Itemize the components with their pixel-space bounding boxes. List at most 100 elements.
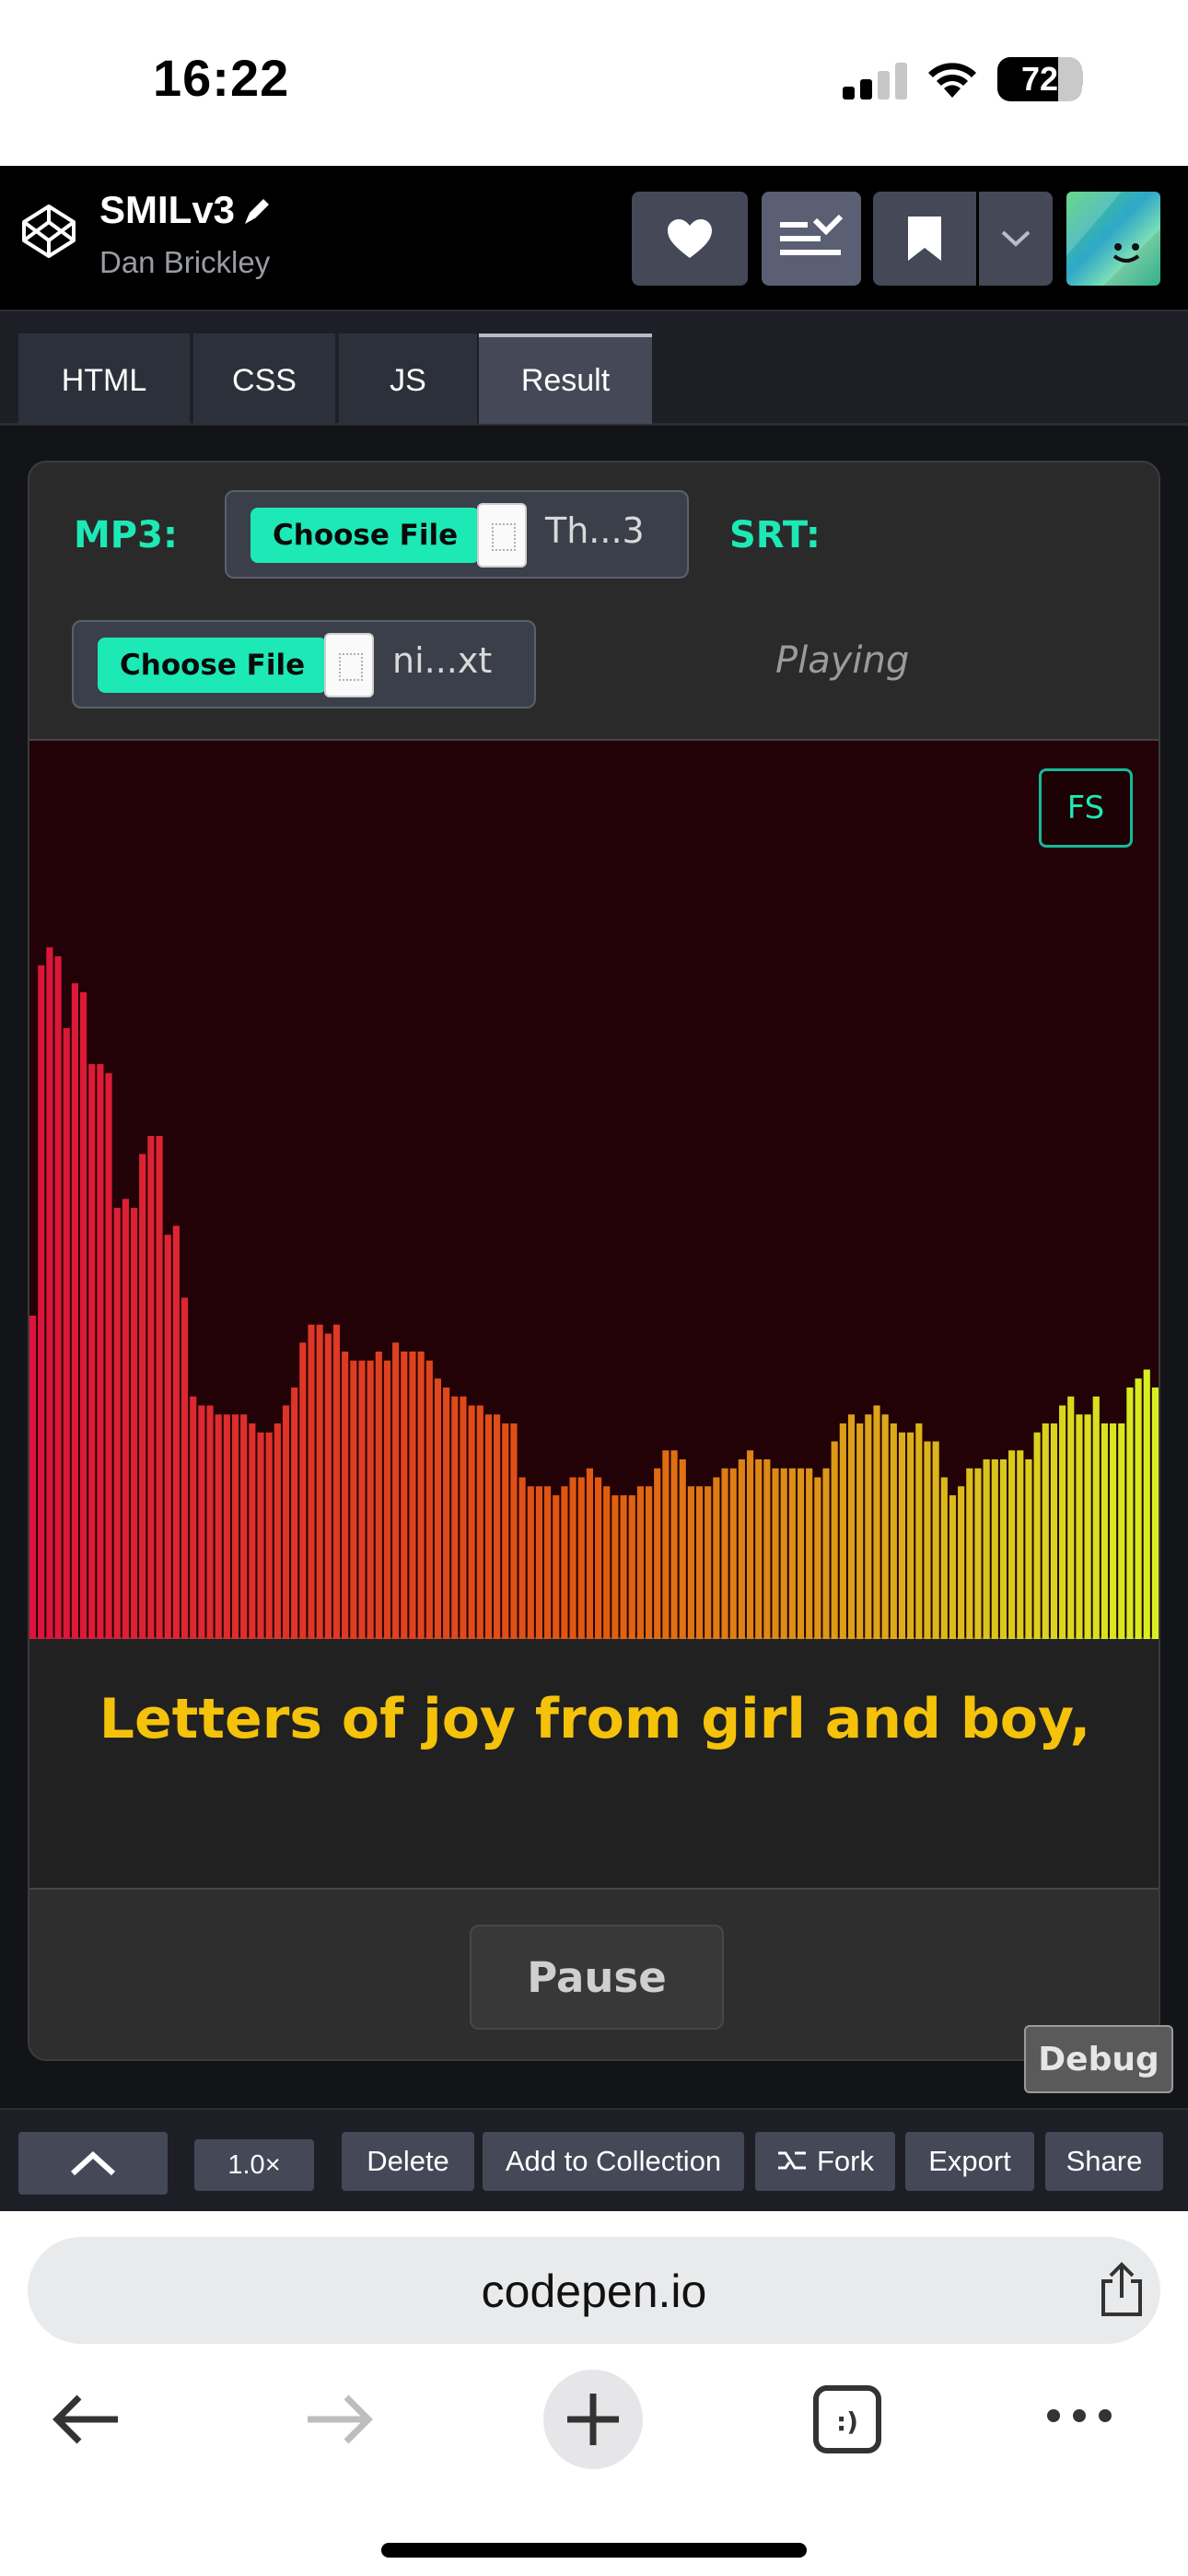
spectrum-bar (679, 1459, 686, 1639)
spectrum-bar (636, 1486, 644, 1639)
karaoke-player: MP3: Choose File Th...3 SRT: Choose File… (28, 461, 1160, 2061)
spectrum-bar (476, 1405, 483, 1639)
spectrum-bar (1008, 1450, 1016, 1639)
delete-button[interactable]: Delete (342, 2132, 474, 2191)
tab-css[interactable]: CSS (193, 334, 335, 424)
spectrum-bar (443, 1388, 450, 1639)
spectrum-bar (1033, 1432, 1041, 1639)
tab-html[interactable]: HTML (18, 334, 190, 424)
export-button[interactable]: Export (905, 2132, 1034, 2191)
share-icon[interactable] (1094, 2261, 1149, 2320)
srt-file-input[interactable]: Choose File ni...xt (72, 620, 536, 708)
spectrum-bar (544, 1486, 552, 1639)
share-button[interactable]: Share (1045, 2132, 1163, 2191)
spectrum-bar (1059, 1405, 1066, 1639)
spectrum-bar (958, 1486, 965, 1639)
more-options-button[interactable] (979, 192, 1053, 286)
more-dots-icon[interactable] (1044, 2405, 1114, 2427)
spectrum-bar (54, 956, 62, 1639)
mp3-file-input[interactable]: Choose File Th...3 (225, 490, 689, 579)
spectrum-bar (274, 1423, 281, 1639)
expand-console-button[interactable] (18, 2132, 168, 2195)
like-button[interactable] (632, 192, 748, 286)
forward-arrow-icon[interactable] (304, 2392, 374, 2447)
choose-mp3-button[interactable]: Choose File (250, 508, 481, 563)
debug-button[interactable]: Debug (1024, 2025, 1173, 2093)
bookmark-icon (908, 217, 941, 261)
spectrum-bar (881, 1414, 889, 1639)
spectrum-bar (873, 1405, 880, 1639)
spectrum-bar (156, 1136, 163, 1639)
spectrum-bar (1110, 1423, 1117, 1639)
pen-title[interactable]: SMILv3 (99, 188, 236, 231)
spectrum-bar (198, 1405, 205, 1639)
spectrum-bar (1067, 1396, 1075, 1639)
spectrum-bar (484, 1414, 493, 1639)
spectrum-bar (350, 1360, 357, 1639)
change-view-button[interactable] (762, 192, 861, 286)
pen-author[interactable]: Dan Brickley (99, 245, 271, 279)
battery-icon: 72 (997, 57, 1082, 101)
fork-button[interactable]: Fork (755, 2132, 895, 2191)
back-arrow-icon[interactable] (52, 2392, 122, 2447)
tabs-icon[interactable]: :) (810, 2383, 884, 2456)
spectrum-bar (1092, 1396, 1100, 1639)
spectrum-bar (249, 1423, 256, 1639)
tab-result[interactable]: Result (479, 334, 652, 424)
choose-srt-button[interactable]: Choose File (98, 638, 328, 693)
spectrum-bar (662, 1450, 670, 1639)
spectrum-bar (553, 1495, 560, 1639)
spectrum-bar (29, 1316, 37, 1639)
bookmark-button[interactable] (873, 192, 976, 286)
editor-tabs: HTML CSS JS Result (0, 311, 1188, 426)
fork-icon (778, 2151, 806, 2170)
spectrum-bar (88, 1064, 96, 1639)
zoom-level-button[interactable]: 1.0× (194, 2139, 314, 2191)
pause-button[interactable]: Pause (470, 1925, 724, 2030)
home-indicator (381, 2543, 807, 2558)
spectrum-bar (291, 1388, 298, 1639)
spectrum-bar (1042, 1423, 1049, 1639)
spectrum-bar (535, 1486, 543, 1639)
spectrum-bar (561, 1486, 568, 1639)
spectrum-bar (999, 1459, 1007, 1639)
spectrum-bar (401, 1352, 408, 1639)
edit-pencil-icon[interactable] (241, 193, 274, 227)
add-to-collection-button[interactable]: Add to Collection (483, 2132, 744, 2191)
spectrum-bar (494, 1414, 501, 1639)
lyrics-panel: Letters of joy from girl and boy, (29, 1639, 1159, 1890)
spectrum-bar (1151, 1388, 1159, 1639)
spectrum-bar (172, 1225, 180, 1639)
spectrum-bar (434, 1378, 442, 1639)
new-tab-button[interactable] (543, 2370, 643, 2469)
tab-js[interactable]: JS (339, 334, 477, 424)
browser-toolbar: codepen.io :) (0, 2211, 1188, 2576)
spectrum-bar (215, 1414, 222, 1639)
url-text[interactable]: codepen.io (481, 2266, 707, 2317)
spectrum-bar (966, 1468, 973, 1639)
avatar-face-icon (1066, 192, 1160, 286)
lyric-line: Letters of joy from girl and boy, (99, 1687, 1091, 1751)
spectrum-bar (240, 1414, 248, 1639)
spectrum-bar (924, 1441, 931, 1639)
battery-tip (1077, 69, 1083, 88)
address-bar[interactable]: codepen.io (28, 2237, 1160, 2344)
spectrum-bar (181, 1297, 189, 1639)
spectrum-bar (687, 1486, 694, 1639)
spectrum-bar (595, 1477, 602, 1639)
spectrum-bar (713, 1477, 720, 1639)
spectrum-bar (822, 1468, 830, 1639)
spectrum-bar (383, 1360, 391, 1639)
spectrum-bar (510, 1423, 518, 1639)
spectrum-bar (342, 1352, 349, 1639)
spectrum-visualizer: FS (29, 739, 1159, 1639)
spectrum-bar (670, 1450, 678, 1639)
fullscreen-button[interactable]: FS (1039, 768, 1133, 848)
user-avatar[interactable] (1066, 192, 1160, 286)
spectrum-bar (603, 1486, 611, 1639)
spectrum-bar (282, 1405, 290, 1639)
spectrum-bar (695, 1486, 704, 1639)
codepen-logo-icon[interactable] (20, 203, 77, 260)
spectrum-bar (898, 1432, 906, 1639)
spectrum-bar (780, 1468, 787, 1639)
